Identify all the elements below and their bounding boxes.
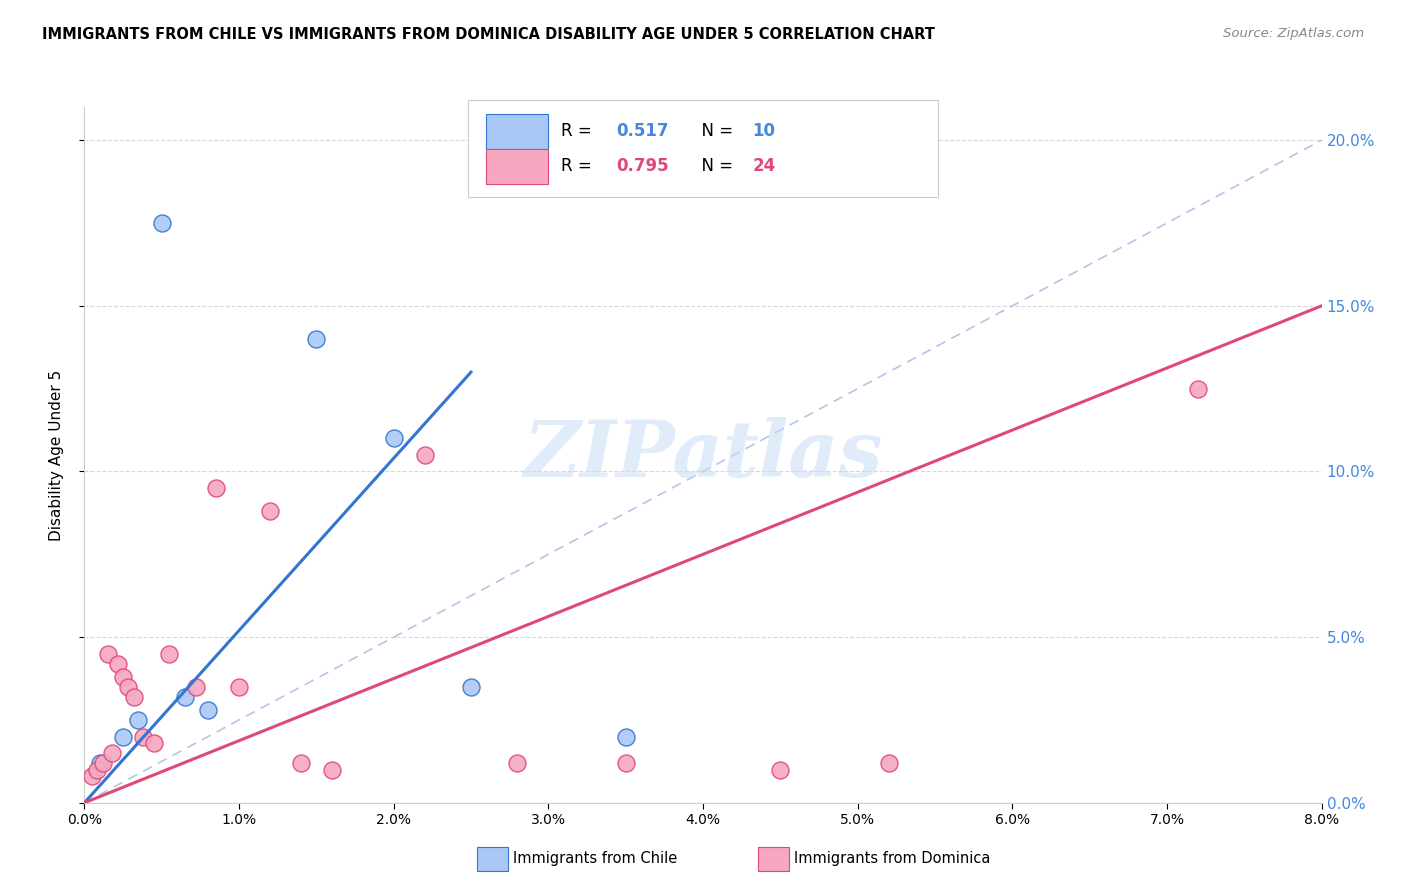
- Point: [101, 746, 124, 760]
- Point: [205, 481, 228, 495]
- Text: IMMIGRANTS FROM CHILE VS IMMIGRANTS FROM DOMINICA DISABILITY AGE UNDER 5 CORRELA: IMMIGRANTS FROM CHILE VS IMMIGRANTS FROM…: [42, 27, 935, 42]
- Point: [197, 703, 219, 717]
- Point: [1187, 382, 1209, 396]
- Point: [117, 680, 139, 694]
- Point: [96, 647, 120, 661]
- Point: [382, 431, 405, 445]
- Point: [112, 670, 135, 684]
- Text: 0.517: 0.517: [616, 122, 669, 140]
- Point: [143, 736, 166, 750]
- Point: [107, 657, 129, 671]
- Point: [460, 680, 482, 694]
- Text: R =: R =: [561, 122, 596, 140]
- Point: [174, 690, 197, 704]
- Text: N =: N =: [690, 122, 738, 140]
- Text: 10: 10: [752, 122, 776, 140]
- Point: [506, 756, 529, 770]
- FancyBboxPatch shape: [468, 100, 938, 197]
- Point: [290, 756, 312, 770]
- Point: [228, 680, 250, 694]
- Point: [305, 332, 328, 346]
- Text: ZIPatlas: ZIPatlas: [523, 417, 883, 493]
- Point: [259, 504, 281, 518]
- Y-axis label: Disability Age Under 5: Disability Age Under 5: [49, 369, 63, 541]
- Point: [184, 680, 207, 694]
- Point: [132, 730, 155, 744]
- Point: [159, 647, 181, 661]
- Point: [321, 763, 343, 777]
- Point: [877, 756, 900, 770]
- Text: R =: R =: [561, 157, 596, 175]
- Point: [769, 763, 792, 777]
- Text: Source: ZipAtlas.com: Source: ZipAtlas.com: [1223, 27, 1364, 40]
- Text: 0.795: 0.795: [616, 157, 669, 175]
- Point: [112, 730, 135, 744]
- Point: [413, 448, 436, 462]
- FancyBboxPatch shape: [486, 149, 548, 184]
- Point: [128, 713, 150, 727]
- Point: [89, 756, 111, 770]
- Point: [82, 769, 104, 783]
- Text: N =: N =: [690, 157, 738, 175]
- Point: [614, 756, 637, 770]
- Point: [91, 756, 114, 770]
- Text: Immigrants from Chile: Immigrants from Chile: [513, 852, 678, 866]
- Point: [122, 690, 145, 704]
- Text: Immigrants from Dominica: Immigrants from Dominica: [794, 852, 991, 866]
- Point: [150, 216, 173, 230]
- Point: [86, 763, 108, 777]
- Point: [614, 730, 637, 744]
- Text: 24: 24: [752, 157, 776, 175]
- FancyBboxPatch shape: [486, 114, 548, 149]
